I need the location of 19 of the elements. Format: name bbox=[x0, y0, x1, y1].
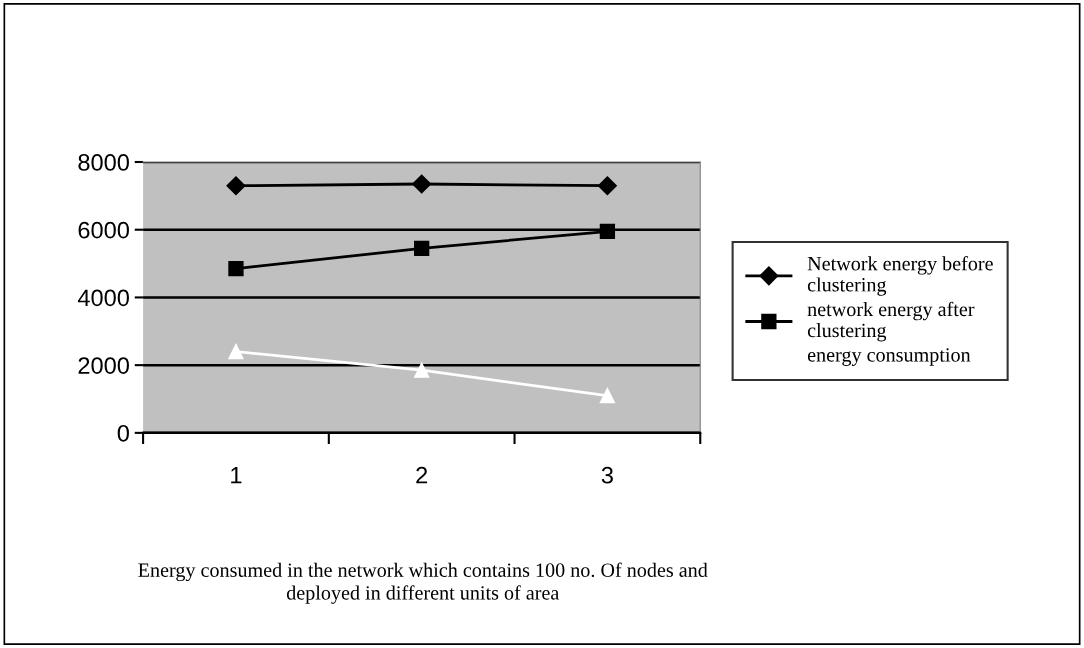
x-tick-label: 3 bbox=[601, 466, 613, 484]
point bbox=[414, 362, 430, 378]
text: Energy consumed in the network which contains 100 no. Of nodes and deployed in different units of area bbox=[138, 562, 708, 604]
y-tick-label: 8000 bbox=[78, 154, 129, 171]
point bbox=[599, 223, 616, 240]
point bbox=[228, 261, 244, 277]
point bbox=[414, 240, 430, 256]
point bbox=[599, 387, 616, 404]
point bbox=[412, 174, 432, 194]
text: energy consumption bbox=[807, 348, 971, 366]
point bbox=[228, 343, 244, 360]
y-tick-label: 4000 bbox=[77, 289, 129, 307]
point bbox=[226, 176, 246, 196]
point bbox=[597, 176, 617, 196]
y-tick-label: 6000 bbox=[78, 221, 129, 239]
x-tick-label: 1 bbox=[231, 467, 242, 484]
y-tick-label: 2000 bbox=[78, 357, 129, 374]
y-tick-label: 0 bbox=[117, 424, 129, 442]
x-tick-label: 2 bbox=[416, 466, 428, 484]
